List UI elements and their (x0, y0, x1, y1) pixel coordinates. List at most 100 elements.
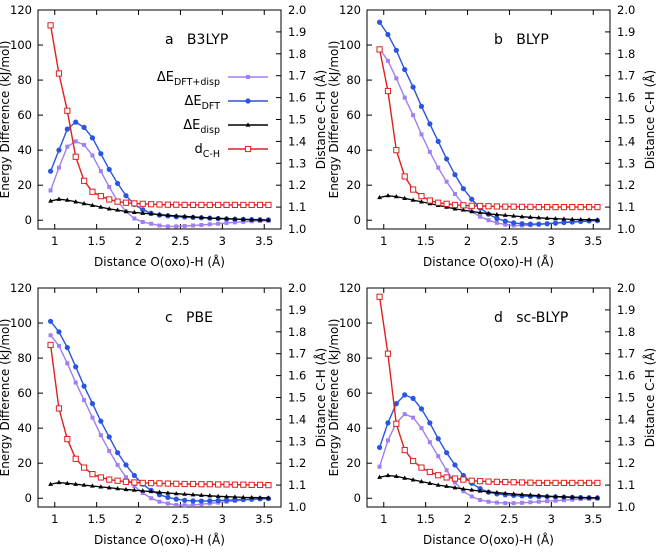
data-point (56, 196, 62, 201)
data-point (494, 215, 500, 222)
y-tick-label: 60 (346, 108, 361, 122)
y2-tick-label: 1.9 (288, 25, 306, 39)
legend-label: ΔEDFT+disp (157, 70, 220, 88)
data-point (384, 87, 392, 95)
y2-tick-label: 1.0 (617, 222, 635, 236)
x-axis-label: Distance O(oxo)-H (Å) (423, 254, 554, 269)
legend-label-sub: C-H (203, 149, 220, 160)
data-point (190, 498, 196, 504)
data-point (131, 479, 138, 486)
data-point (90, 415, 95, 420)
data-point (132, 483, 137, 488)
data-point (468, 202, 475, 209)
data-point (553, 493, 558, 499)
data-point (165, 501, 170, 506)
data-point (148, 201, 155, 208)
x-axis-label: Distance O(oxo)-H (Å) (94, 254, 225, 269)
series-dch (376, 46, 601, 211)
data-point (477, 210, 483, 215)
data-point (485, 478, 492, 485)
data-point (443, 474, 450, 481)
data-point (402, 412, 407, 417)
data-point (385, 58, 390, 63)
y2-tick-label: 1.4 (617, 412, 635, 426)
data-point (451, 475, 459, 482)
y-tick-label: 120 (339, 281, 361, 295)
data-point (149, 496, 154, 501)
data-point (569, 216, 575, 221)
data-point (265, 482, 272, 489)
data-point (190, 214, 196, 219)
data-point (55, 70, 63, 77)
data-point (48, 333, 53, 338)
x-tick-label: 1.5 (88, 512, 106, 526)
data-point (536, 493, 542, 498)
y-tick-label: 80 (346, 73, 361, 87)
data-point (452, 191, 457, 196)
series-dft_disp (377, 46, 600, 228)
data-point (527, 214, 533, 219)
data-point (106, 434, 112, 440)
y2-tick-label: 1.9 (617, 25, 635, 39)
y2-tick-label: 1.5 (288, 391, 306, 405)
y-axis-label: Energy Difference (kJ/mol) (0, 41, 12, 199)
y2-tick-label: 1.5 (617, 391, 635, 405)
panel-d: 1 1.5 2 2.5 3 3.5 0 20 40 60 80 100 120 1.0 1.1 1.2 1.3 1… (327, 281, 657, 547)
data-point (148, 480, 155, 487)
data-point (544, 479, 551, 487)
data-point (81, 482, 87, 487)
data-point (106, 206, 112, 211)
data-point (256, 481, 264, 488)
data-point (527, 492, 533, 497)
data-point (215, 215, 221, 220)
data-point (460, 186, 466, 192)
data-point (376, 293, 383, 300)
data-point (494, 490, 500, 495)
data-point (452, 485, 458, 490)
data-point (240, 201, 247, 209)
data-point (207, 493, 213, 498)
data-point (165, 494, 171, 500)
data-point (377, 474, 382, 479)
data-point (552, 220, 559, 226)
y2-tick-label: 1.8 (617, 325, 635, 339)
data-point (256, 201, 264, 209)
series-dch (376, 293, 601, 487)
data-point (385, 193, 391, 198)
y-tick-label: 0 (354, 213, 361, 227)
y2-tick-label: 1.1 (288, 478, 306, 492)
y-tick-label: 60 (346, 386, 361, 400)
data-point (419, 478, 424, 484)
panel-label: b BLYP (494, 32, 549, 48)
x-tick-label: 3.5 (584, 234, 602, 248)
data-point (47, 341, 54, 349)
panel-b: 1 1.5 2 2.5 3 3.5 0 20 40 60 80 100 120 1.0 1.1 1.2 1.3 1… (327, 3, 657, 269)
data-point (544, 221, 550, 227)
y2-tick-label: 1.3 (617, 434, 635, 448)
y-tick-label: 40 (17, 421, 32, 435)
data-point (131, 487, 137, 492)
data-point (199, 222, 204, 227)
y2-tick-label: 2.0 (617, 3, 635, 17)
data-point (98, 151, 104, 157)
data-point (494, 500, 499, 505)
data-point (419, 132, 424, 137)
data-point (47, 318, 54, 324)
data-point (493, 203, 500, 210)
data-point (402, 475, 408, 480)
data-point (191, 223, 196, 228)
y2-tick-label: 1.2 (617, 456, 635, 470)
data-point (48, 481, 53, 486)
y-tick-label: 100 (339, 316, 361, 330)
y2-axis-label: Distance C-H (Å) (642, 70, 657, 169)
data-point (469, 208, 475, 214)
data-point (477, 202, 484, 210)
y-tick-label: 80 (346, 351, 361, 365)
data-point (535, 479, 542, 487)
y2-tick-label: 1.0 (288, 500, 306, 514)
data-point (114, 477, 121, 484)
data-point (477, 488, 483, 493)
data-point (436, 165, 441, 170)
x-tick-label: 1 (380, 234, 387, 248)
data-point (240, 481, 247, 488)
